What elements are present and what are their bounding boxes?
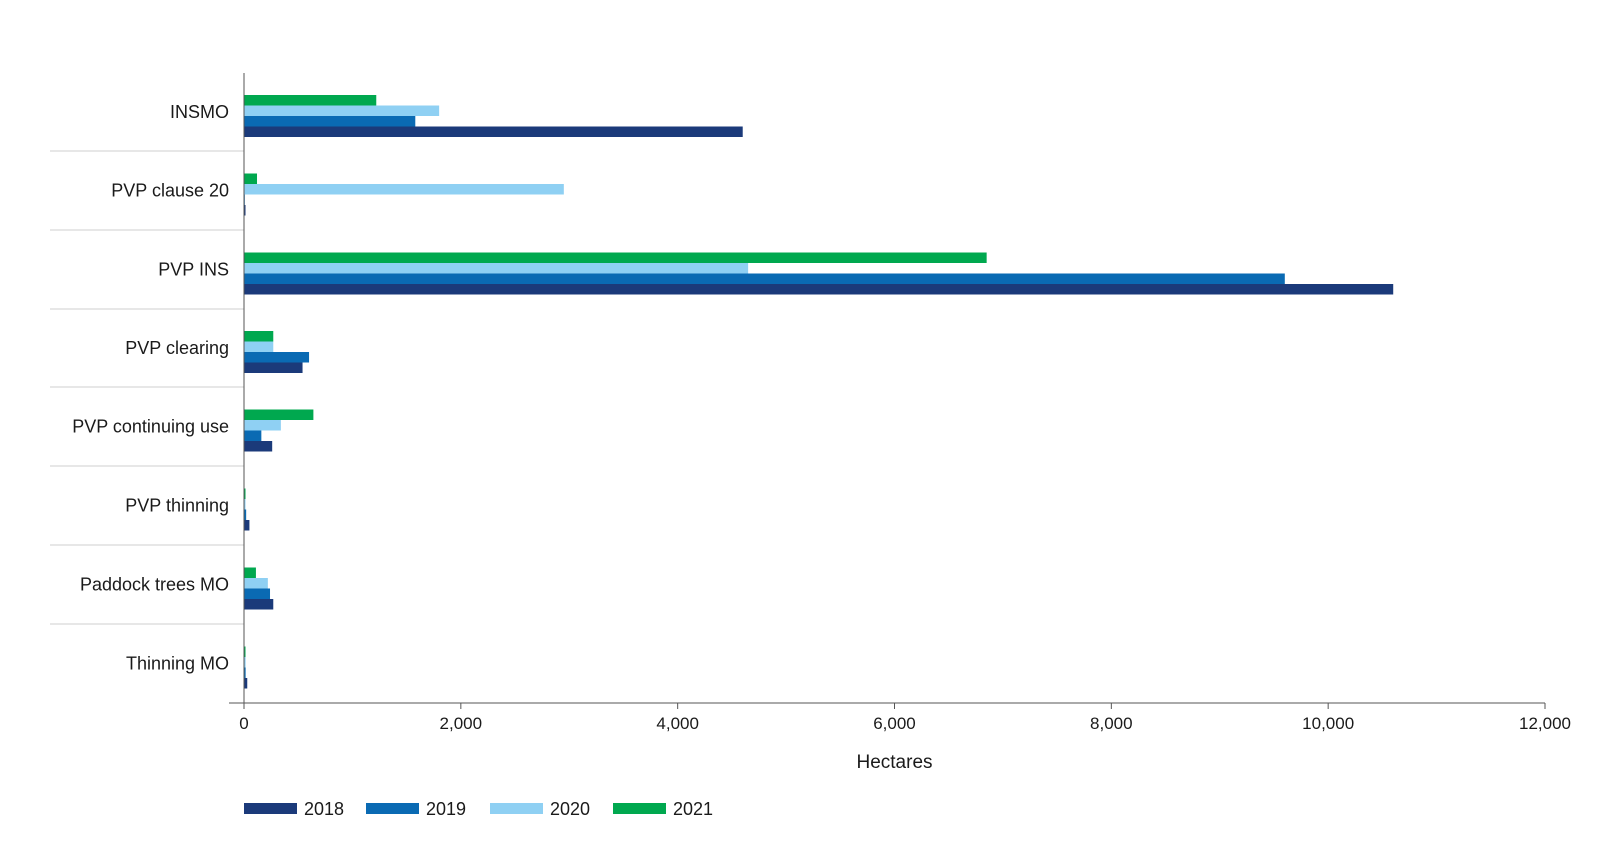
bar-2019: [244, 667, 246, 678]
bar-2018: [244, 205, 246, 216]
bar-2018: [244, 362, 303, 373]
bar-2019: [244, 430, 262, 441]
bar-2021: [244, 488, 246, 499]
bar-2018: [244, 284, 1394, 295]
x-tick-label: 10,000: [1302, 714, 1354, 733]
x-tick-label: 6,000: [873, 714, 916, 733]
bar-2018: [244, 520, 250, 531]
bar-2019: [244, 116, 416, 127]
legend-swatch-2018: [244, 803, 297, 814]
legend: 2018 2019 2020 2021: [244, 799, 713, 819]
category-labels: INSMO PVP clause 20 PVP INS PVP clearing PVP…: [72, 102, 229, 674]
category-separators: [50, 150, 244, 625]
bar-2018: [244, 441, 273, 452]
bar-2018: [244, 599, 274, 610]
legend-label-2020: 2020: [550, 799, 590, 819]
bar-2019: [244, 352, 310, 363]
category-label: PVP clearing: [125, 338, 229, 358]
bar-2019: [244, 273, 1285, 284]
bar-2020: [244, 105, 440, 116]
bar-series-group: [244, 95, 1394, 689]
bar-2018: [244, 126, 743, 137]
legend-label-2018: 2018: [304, 799, 344, 819]
bar-2021: [244, 646, 246, 657]
bar-2021: [244, 173, 258, 184]
bar-2020: [244, 499, 246, 510]
bar-2021: [244, 331, 274, 342]
legend-label-2019: 2019: [426, 799, 466, 819]
x-axis-ticks: 0 2,000 4,000 6,000 8,000 10,000 12,000: [239, 703, 1571, 733]
legend-swatch-2019: [366, 803, 419, 814]
category-label: INSMO: [170, 102, 229, 122]
x-tick-label: 8,000: [1090, 714, 1133, 733]
category-label: PVP continuing use: [72, 417, 229, 437]
category-label: Thinning MO: [126, 654, 229, 674]
bar-2020: [244, 657, 246, 668]
bar-2021: [244, 567, 256, 578]
bar-2020: [244, 341, 274, 352]
x-axis-title: Hectares: [856, 752, 932, 773]
x-tick-label: 4,000: [656, 714, 699, 733]
bar-2019: [244, 588, 271, 599]
bar-2021: [244, 95, 377, 106]
bar-2020: [244, 578, 268, 589]
bar-2019: [244, 509, 247, 520]
bar-2020: [244, 184, 564, 195]
bar-2021: [244, 252, 987, 263]
legend-swatch-2020: [490, 803, 543, 814]
category-label: PVP INS: [158, 260, 229, 280]
x-tick-label: 12,000: [1519, 714, 1571, 733]
category-label: PVP clause 20: [111, 181, 229, 201]
bar-2021: [244, 409, 314, 420]
bar-2020: [244, 420, 281, 431]
category-label: PVP thinning: [125, 496, 229, 516]
bar-2018: [244, 678, 248, 689]
x-tick-label: 0: [239, 714, 248, 733]
x-tick-label: 2,000: [440, 714, 483, 733]
bar-2020: [244, 263, 749, 274]
legend-swatch-2021: [613, 803, 666, 814]
category-label: Paddock trees MO: [80, 575, 229, 595]
legend-label-2021: 2021: [673, 799, 713, 819]
